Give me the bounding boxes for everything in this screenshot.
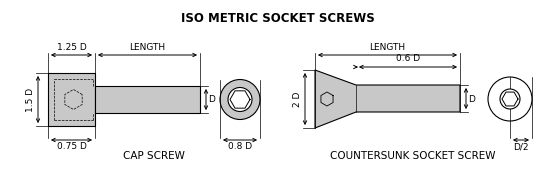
Text: LENGTH: LENGTH xyxy=(369,43,405,52)
Ellipse shape xyxy=(488,77,532,121)
Ellipse shape xyxy=(228,87,252,111)
Text: 1.5 D: 1.5 D xyxy=(26,87,35,111)
Text: 1.25 D: 1.25 D xyxy=(57,43,86,52)
Text: D: D xyxy=(468,95,475,104)
Text: 0.75 D: 0.75 D xyxy=(57,142,86,151)
Text: ISO METRIC SOCKET SCREWS: ISO METRIC SOCKET SCREWS xyxy=(181,11,375,24)
Text: 0.8 D: 0.8 D xyxy=(228,142,252,151)
Text: CAP SCREW: CAP SCREW xyxy=(123,151,185,161)
Text: LENGTH: LENGTH xyxy=(130,43,166,52)
Polygon shape xyxy=(315,70,460,128)
Text: D/2: D/2 xyxy=(513,142,529,151)
Text: 0.6 D: 0.6 D xyxy=(396,54,420,63)
Bar xyxy=(48,73,95,126)
Ellipse shape xyxy=(220,80,260,120)
Ellipse shape xyxy=(500,89,520,109)
Text: COUNTERSUNK SOCKET SCREW: COUNTERSUNK SOCKET SCREW xyxy=(330,151,495,161)
Bar xyxy=(95,86,200,113)
Text: D: D xyxy=(208,95,215,104)
Text: 2 D: 2 D xyxy=(293,91,302,107)
